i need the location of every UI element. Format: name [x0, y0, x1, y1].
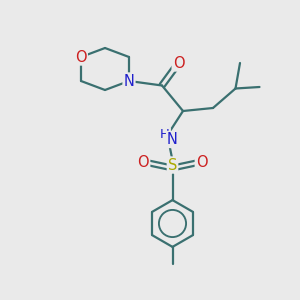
- Text: O: O: [173, 56, 184, 70]
- Text: N: N: [167, 132, 178, 147]
- Text: S: S: [168, 158, 177, 172]
- Text: H: H: [160, 128, 170, 142]
- Text: O: O: [75, 50, 87, 64]
- Text: O: O: [138, 155, 149, 170]
- Text: N: N: [124, 74, 134, 88]
- Text: O: O: [196, 155, 207, 170]
